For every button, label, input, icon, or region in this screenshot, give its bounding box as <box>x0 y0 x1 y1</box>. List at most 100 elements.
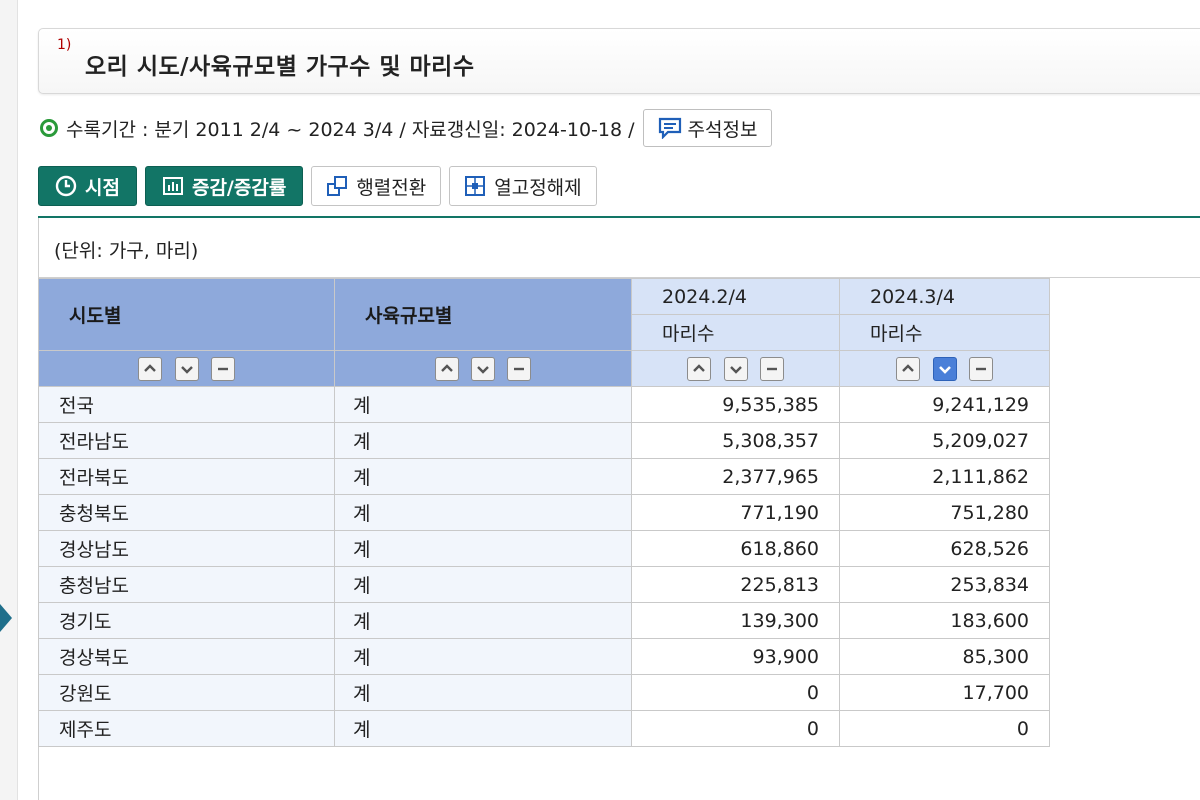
sort-desc-button-active[interactable] <box>932 356 957 381</box>
period-info-row: 수록기간 : 분기 2011 2/4 ~ 2024 3/4 / 자료갱신일: 2… <box>40 108 773 148</box>
note-button-label: 주석정보 <box>687 118 758 141</box>
cell-value: 9,241,129 <box>839 386 1050 423</box>
unfix-columns-button[interactable]: 열고정해제 <box>449 166 597 206</box>
cell-scale: 계 <box>334 674 632 711</box>
minus-icon <box>766 367 777 370</box>
minus-icon <box>975 367 986 370</box>
cell-value: 2,111,862 <box>839 458 1050 495</box>
title-footnote-marker[interactable]: 1) <box>57 37 72 53</box>
chevron-down-icon <box>180 365 193 374</box>
col-header-scale[interactable]: 사육규모별 <box>334 278 632 351</box>
sort-reset-button[interactable] <box>759 356 784 381</box>
sort-controls <box>334 350 632 387</box>
cell-value: 183,600 <box>839 602 1050 639</box>
sort-asc-button[interactable] <box>896 356 921 381</box>
table-row: 경상남도 계 618,860 628,526 <box>38 530 1050 567</box>
sort-reset-button[interactable] <box>968 356 993 381</box>
sort-desc-button[interactable] <box>174 356 199 381</box>
cell-region: 충청남도 <box>38 566 335 603</box>
unfix-columns-label: 열고정해제 <box>494 176 582 199</box>
sort-asc-button[interactable] <box>687 356 712 381</box>
cell-value: 628,526 <box>839 530 1050 567</box>
cell-value: 618,860 <box>631 530 840 567</box>
col-subheader-count: 마리수 <box>631 314 840 351</box>
cell-scale: 계 <box>334 638 632 675</box>
period-text: 수록기간 : 분기 2011 2/4 ~ 2024 3/4 / 자료갱신일: 2… <box>66 118 635 141</box>
sort-asc-button[interactable] <box>434 356 459 381</box>
pivot-label: 행렬전환 <box>356 176 427 199</box>
table-row: 충청남도 계 225,813 253,834 <box>38 566 1050 603</box>
col-header-region[interactable]: 시도별 <box>38 278 335 351</box>
cell-value: 85,300 <box>839 638 1050 675</box>
page-title: 오리 시도/사육규모별 가구수 및 마리수 <box>85 54 475 80</box>
change-rate-button[interactable]: 증감/증감률 <box>144 166 304 206</box>
table-row: 경기도 계 139,300 183,600 <box>38 602 1050 639</box>
cell-value: 93,900 <box>631 638 840 675</box>
pivot-icon <box>327 176 348 196</box>
chevron-up-icon <box>144 363 157 372</box>
sort-desc-button[interactable] <box>723 356 748 381</box>
cell-value: 0 <box>631 674 840 711</box>
data-table: 시도별 사육규모별 2024.2/4 2024.3/4 마리수 마리수 전국 계 <box>38 278 1050 747</box>
bar-chart-icon <box>162 177 183 195</box>
title-box: 1) 오리 시도/사육규모별 가구수 및 마리수 <box>38 28 1200 94</box>
cell-scale: 계 <box>334 458 632 495</box>
bullet-circle-icon <box>40 119 58 137</box>
sort-asc-button[interactable] <box>138 356 163 381</box>
cell-value: 0 <box>839 710 1050 747</box>
left-panel-strip <box>0 0 18 800</box>
table-row: 경상북도 계 93,900 85,300 <box>38 638 1050 675</box>
expand-panel-arrow-icon[interactable] <box>0 604 12 632</box>
timepoint-button[interactable]: 시점 <box>38 166 137 206</box>
timepoint-label: 시점 <box>85 176 120 199</box>
cell-value: 5,308,357 <box>631 422 840 459</box>
cell-value: 9,535,385 <box>631 386 840 423</box>
cell-value: 17,700 <box>839 674 1050 711</box>
cell-region: 전국 <box>38 386 335 423</box>
cell-scale: 계 <box>334 494 632 531</box>
cell-scale: 계 <box>334 710 632 747</box>
pivot-button[interactable]: 행렬전환 <box>311 166 442 206</box>
toolbar: 시점 증감/증감률 행렬전환 열고정해제 <box>38 166 597 208</box>
table-row: 충청북도 계 771,190 751,280 <box>38 494 1050 531</box>
sort-desc-button[interactable] <box>471 356 495 381</box>
chevron-up-icon <box>441 363 453 372</box>
chevron-down-icon <box>938 365 951 374</box>
change-rate-label: 증감/증감률 <box>191 176 287 199</box>
cell-region: 경상남도 <box>38 530 335 567</box>
unfix-grid-icon <box>465 176 486 196</box>
cell-region: 경기도 <box>38 602 335 639</box>
table-row: 제주도 계 0 0 <box>38 710 1050 747</box>
cell-region: 전라북도 <box>38 458 335 495</box>
table-row: 전라북도 계 2,377,965 2,111,862 <box>38 458 1050 495</box>
cell-value: 2,377,965 <box>631 458 840 495</box>
cell-value: 5,209,027 <box>839 422 1050 459</box>
unit-label: (단위: 가구, 마리) <box>54 240 199 262</box>
cell-value: 0 <box>631 710 840 747</box>
table-row: 강원도 계 0 17,700 <box>38 674 1050 711</box>
chevron-up-icon <box>902 363 915 372</box>
table-row: 전국 계 9,535,385 9,241,129 <box>38 386 1050 423</box>
cell-value: 139,300 <box>631 602 840 639</box>
cell-region: 강원도 <box>38 674 335 711</box>
note-info-button[interactable]: 주석정보 <box>642 109 773 147</box>
sort-reset-button[interactable] <box>210 356 235 381</box>
minus-icon <box>217 367 228 370</box>
cell-scale: 계 <box>334 422 632 459</box>
cell-region: 경상북도 <box>38 638 335 675</box>
sort-controls <box>38 350 335 387</box>
sort-controls <box>839 350 1050 387</box>
col-header-period[interactable]: 2024.3/4 <box>839 278 1050 315</box>
chevron-up-icon <box>693 363 706 372</box>
chevron-down-icon <box>729 365 742 374</box>
clock-icon <box>55 175 77 197</box>
sort-controls <box>631 350 840 387</box>
cell-value: 253,834 <box>839 566 1050 603</box>
cell-value: 771,190 <box>631 494 840 531</box>
cell-scale: 계 <box>334 386 632 423</box>
sort-reset-button[interactable] <box>507 356 532 381</box>
toolbar-divider <box>38 216 1200 218</box>
col-header-period[interactable]: 2024.2/4 <box>631 278 840 315</box>
cell-scale: 계 <box>334 566 632 603</box>
cell-region: 전라남도 <box>38 422 335 459</box>
